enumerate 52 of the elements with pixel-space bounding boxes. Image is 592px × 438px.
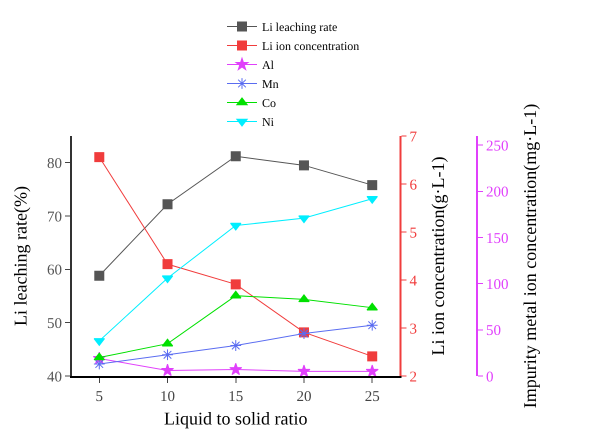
point [161,364,174,376]
point [366,364,379,376]
y2-axis-title: Li ion concentration(g·L-1) [428,156,448,356]
y-axis-title: Li leaching rate(%) [10,186,31,326]
y2-tick-label: 7 [410,129,418,146]
y-tick-label: 60 [47,262,62,279]
x-tick-label: 10 [160,389,176,405]
x-tick-label: 15 [228,389,244,405]
point [230,151,241,162]
legend-label: Ni [262,115,275,130]
legend-label: Mn [262,77,279,92]
y-tick-label: 40 [47,369,62,386]
legend-label: Co [262,96,276,110]
y3-tick-label: 250 [486,138,508,154]
x-tick-label: 5 [96,389,104,405]
legend-label: Li ion concentration [262,39,360,54]
x-tick-label: 20 [296,389,312,405]
y3-tick-label: 150 [486,230,508,247]
y3-axis-title: Impurity metal ion concentration(mg·L-1) [520,104,540,408]
point [94,270,104,281]
point [230,340,242,352]
y-tick-label: 50 [47,316,62,332]
point [297,364,310,376]
point [367,180,378,190]
point [230,222,242,231]
legend-label: Al [262,58,275,72]
y-tick-label: 70 [47,209,62,226]
y2-tick-label: 5 [410,225,417,242]
point [366,319,378,332]
y2-tick-label: 2 [410,369,417,386]
point [229,362,242,376]
y-tick-label: 80 [47,156,62,172]
legend-label: Li leaching rate [262,20,338,34]
point [298,160,309,170]
point [162,275,174,284]
point [162,199,173,210]
point [298,215,310,224]
y2-tick-label: 4 [410,273,418,290]
y3-tick-label: 0 [486,369,494,386]
point [162,259,173,270]
x-tick-label: 25 [364,389,380,405]
point [367,351,378,362]
point [298,294,310,302]
y2-tick-label: 6 [410,177,418,194]
y3-tick-label: 100 [486,276,508,293]
y3-tick-label: 200 [486,184,508,201]
y3-tick-label: 50 [486,323,501,340]
y2-tick-label: 3 [410,321,417,338]
x-axis-title: Liquid to solid ratio [164,408,308,429]
point [162,348,174,361]
point [94,152,104,162]
point [230,279,241,290]
